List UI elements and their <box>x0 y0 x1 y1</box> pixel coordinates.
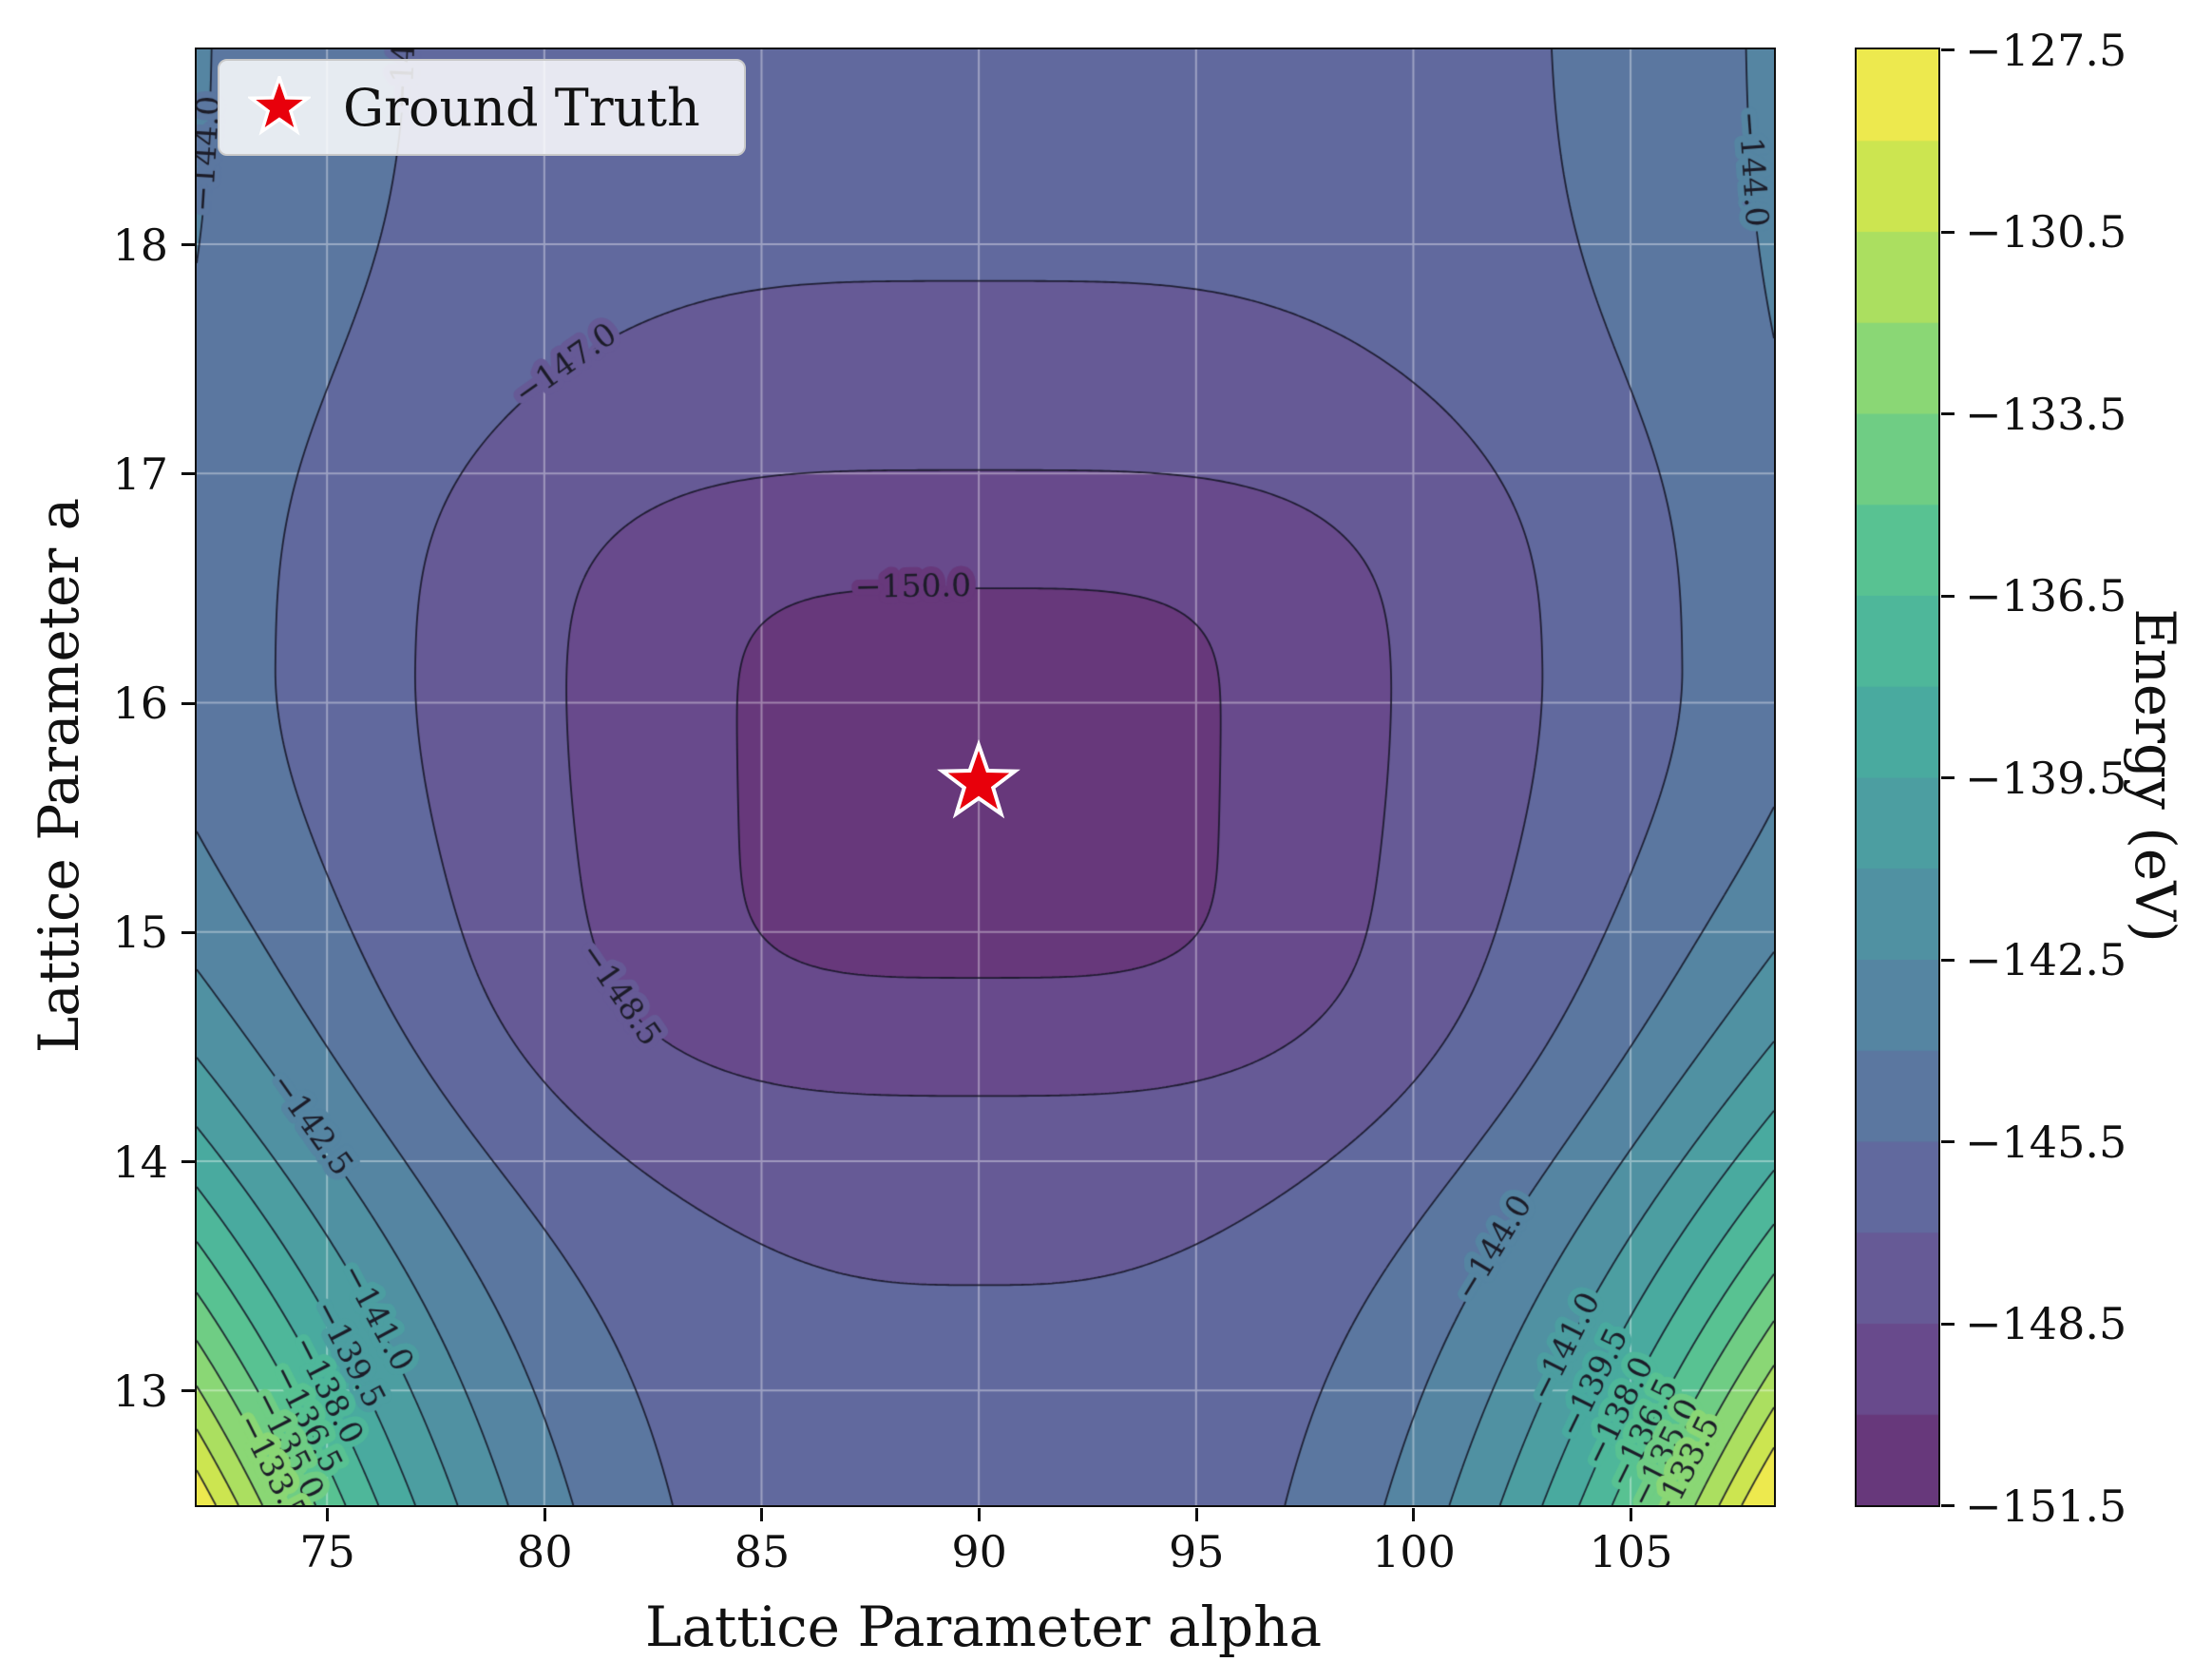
colorbar-tick-mark <box>1941 1140 1955 1143</box>
colorbar-tick-mark <box>1941 230 1955 234</box>
y-tick-mark <box>181 243 195 247</box>
y-tick-mark <box>181 1160 195 1164</box>
colorbar-tick-mark <box>1941 594 1955 598</box>
y-tick-label: 15 <box>112 907 168 959</box>
colorbar-tick-mark <box>1941 776 1955 779</box>
x-tick-label: 95 <box>1169 1526 1225 1577</box>
x-tick-label: 100 <box>1372 1526 1456 1577</box>
x-tick-mark <box>1630 1508 1633 1521</box>
colorbar <box>1855 48 1940 1507</box>
y-tick-label: 18 <box>112 219 168 271</box>
x-axis-title: Lattice Parameter alpha <box>644 1595 1323 1659</box>
colorbar-tick-label: −151.5 <box>1965 1480 2127 1532</box>
colorbar-tick-label: −127.5 <box>1965 24 2127 76</box>
colorbar-tick-label: −130.5 <box>1965 206 2127 258</box>
x-tick-mark <box>326 1508 330 1521</box>
y-tick-mark <box>181 701 195 705</box>
y-tick-label: 17 <box>112 448 168 500</box>
x-tick-mark <box>543 1508 546 1521</box>
x-tick-label: 105 <box>1589 1526 1673 1577</box>
colorbar-tick-mark <box>1941 1322 1955 1326</box>
colorbar-tick-label: −139.5 <box>1965 752 2127 804</box>
colorbar-tick-mark <box>1941 412 1955 415</box>
colorbar-tick-label: −136.5 <box>1965 570 2127 621</box>
y-tick-label: 13 <box>112 1365 168 1417</box>
colorbar-title: Energy (eV) <box>2123 608 2187 943</box>
x-tick-mark <box>760 1508 764 1521</box>
colorbar-tick-mark <box>1941 958 1955 962</box>
colorbar-tick-mark <box>1941 1504 1955 1507</box>
x-tick-mark <box>978 1508 982 1521</box>
y-axis-title: Lattice Parameter a <box>27 497 91 1054</box>
legend-label: Ground Truth <box>343 77 700 138</box>
legend: Ground Truth <box>218 59 746 156</box>
colorbar-tick-mark <box>1941 48 1955 51</box>
x-tick-label: 75 <box>299 1526 355 1577</box>
y-tick-mark <box>181 472 195 476</box>
y-tick-label: 16 <box>112 678 168 730</box>
y-tick-mark <box>181 1389 195 1393</box>
colorbar-tick-label: −145.5 <box>1965 1116 2127 1168</box>
x-tick-mark <box>1194 1508 1198 1521</box>
legend-star-icon <box>248 76 311 136</box>
x-tick-label: 80 <box>517 1526 573 1577</box>
colorbar-tick-label: −148.5 <box>1965 1298 2127 1349</box>
contour-canvas <box>197 49 1774 1505</box>
x-tick-label: 85 <box>734 1526 791 1577</box>
plot-area: Ground Truth <box>195 48 1776 1507</box>
colorbar-tick-label: −142.5 <box>1965 934 2127 985</box>
colorbar-tick-label: −133.5 <box>1965 388 2127 440</box>
colorbar-canvas <box>1857 49 1938 1505</box>
y-tick-label: 14 <box>112 1136 168 1188</box>
x-tick-mark <box>1412 1508 1416 1521</box>
x-tick-label: 90 <box>951 1526 1007 1577</box>
y-tick-mark <box>181 930 195 934</box>
